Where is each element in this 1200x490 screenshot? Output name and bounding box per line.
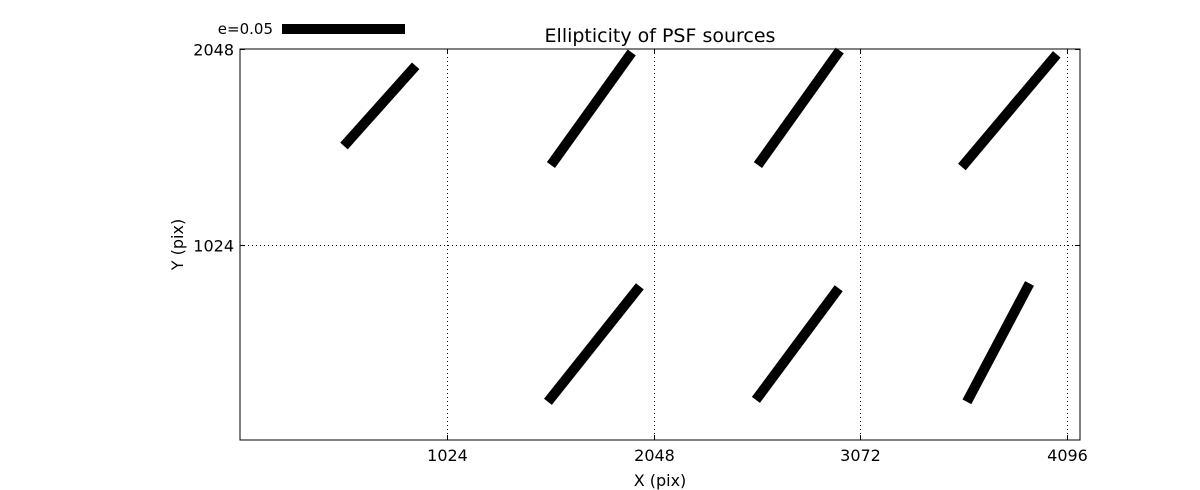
legend-label: e=0.05 (218, 20, 273, 38)
ellipticity-vector (753, 47, 844, 168)
plot-frame (239, 48, 1081, 441)
y-tick-label: 2048 (193, 41, 234, 60)
x-tick-label: 1024 (427, 446, 468, 465)
ellipticity-vector (958, 51, 1061, 171)
ellipticity-vector (751, 285, 843, 403)
x-tick-label: 2048 (634, 446, 675, 465)
y-tick-label: 1024 (193, 237, 234, 256)
x-tick-label: 3072 (840, 446, 881, 465)
grid-lines (240, 49, 1080, 440)
ellipticity-vectors (340, 47, 1061, 405)
ellipticity-vector (962, 281, 1034, 405)
ellipticity-vector (544, 283, 644, 405)
chart-title: Ellipticity of PSF sources (545, 25, 776, 47)
y-axis-label: Y (pix) (168, 219, 187, 271)
axis-ticks: 1024 2048 3072 4096 1024 2048 (193, 41, 1088, 466)
ellipticity-vector (340, 62, 420, 150)
x-axis-label: X (pix) (634, 471, 687, 490)
ellipticity-vector (546, 49, 636, 168)
x-tick-label: 4096 (1047, 446, 1088, 465)
